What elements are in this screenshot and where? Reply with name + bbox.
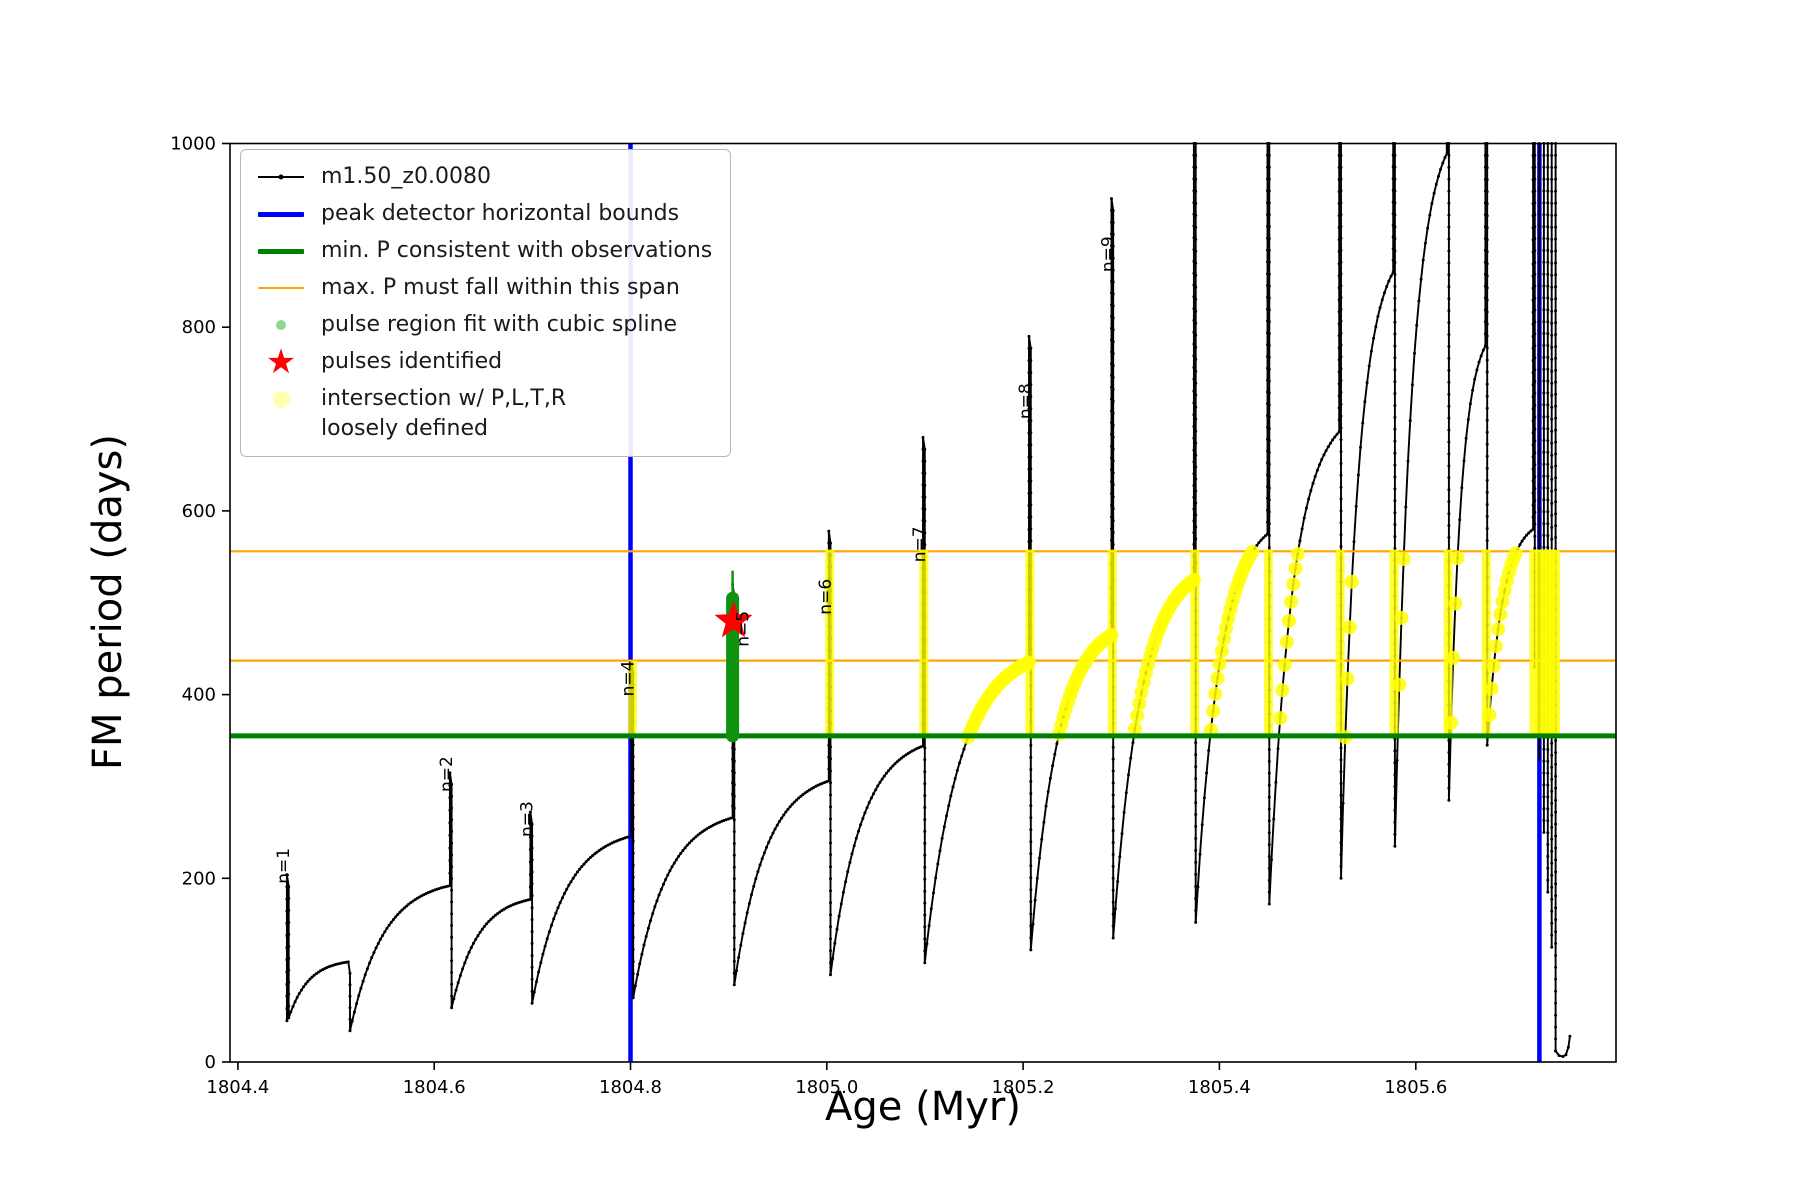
spline-dot-icon — [255, 310, 307, 340]
pulse-label: n=1 — [274, 848, 294, 884]
legend-label: max. P must fall within this span — [321, 275, 680, 300]
y-tick-label: 600 — [182, 501, 216, 522]
series-line-icon — [255, 162, 307, 192]
y-tick-label: 0 — [205, 1052, 216, 1073]
pulse-label: n=5 — [734, 611, 754, 647]
intersection-dot-icon — [255, 384, 307, 414]
legend-item: pulse region fit with cubic spline — [255, 310, 712, 340]
legend-label: peak detector horizontal bounds — [321, 201, 680, 226]
x-tick-label: 1805.6 — [1384, 1077, 1447, 1098]
x-axis-label: Age (Myr) — [825, 1084, 1021, 1130]
legend-item: m1.50_z0.0080 — [255, 162, 712, 192]
bound-line-icon — [255, 236, 307, 266]
pulse-label: n=4 — [619, 661, 639, 697]
x-tick-label: 1805.4 — [1188, 1077, 1251, 1098]
x-tick-label: 1805.2 — [992, 1077, 1055, 1098]
legend-label: min. P consistent with observations — [321, 238, 713, 263]
legend-item: peak detector horizontal bounds — [255, 199, 712, 229]
pulse-label: n=3 — [517, 801, 537, 837]
x-tick-label: 1804.4 — [206, 1077, 269, 1098]
y-tick-label: 800 — [182, 317, 216, 338]
pulse-label: n=2 — [437, 756, 457, 792]
legend-label: pulses identified — [321, 349, 503, 374]
legend-item: min. P consistent with observations — [255, 236, 712, 266]
pulse-star — [714, 601, 753, 638]
pulse-label: n=6 — [816, 579, 836, 615]
pulse-label: n=8 — [1016, 383, 1036, 419]
pulse-labels: n=1 n=2 n=3 n=4 n=5 n=6 n=7 n=8 n=9 — [274, 236, 1119, 884]
axes-frame — [229, 142, 1617, 1063]
y-axis-label: FM period (days) — [85, 434, 131, 770]
legend-item: ★ pulses identified — [255, 342, 712, 382]
legend-label: intersection w/ P,L,T,R loosely defined — [321, 386, 567, 441]
legend-label: m1.50_z0.0080 — [321, 164, 491, 189]
pulse-label: n=7 — [910, 526, 930, 562]
span-line-icon — [255, 273, 307, 303]
x-tick-label: 1804.8 — [599, 1077, 662, 1098]
pulse-label: n=9 — [1099, 236, 1119, 272]
y-tick-label: 200 — [182, 868, 216, 889]
bound-line-icon — [255, 199, 307, 229]
axis-ticks: 1804.4 1804.6 1804.8 1805.0 1805.2 1805.4 1805… — [170, 134, 1447, 1099]
legend-item: max. P must fall within this span — [255, 273, 712, 303]
intersection-markers — [627, 545, 1561, 745]
legend-item: intersection w/ P,L,T,R loosely defined — [255, 384, 712, 444]
y-tick-label: 1000 — [170, 134, 216, 155]
y-tick-label: 400 — [182, 685, 216, 706]
x-tick-label: 1805.0 — [795, 1077, 858, 1098]
legend-label: pulse region fit with cubic spline — [321, 312, 678, 337]
star-icon: ★ — [265, 342, 297, 382]
x-tick-label: 1804.6 — [403, 1077, 466, 1098]
